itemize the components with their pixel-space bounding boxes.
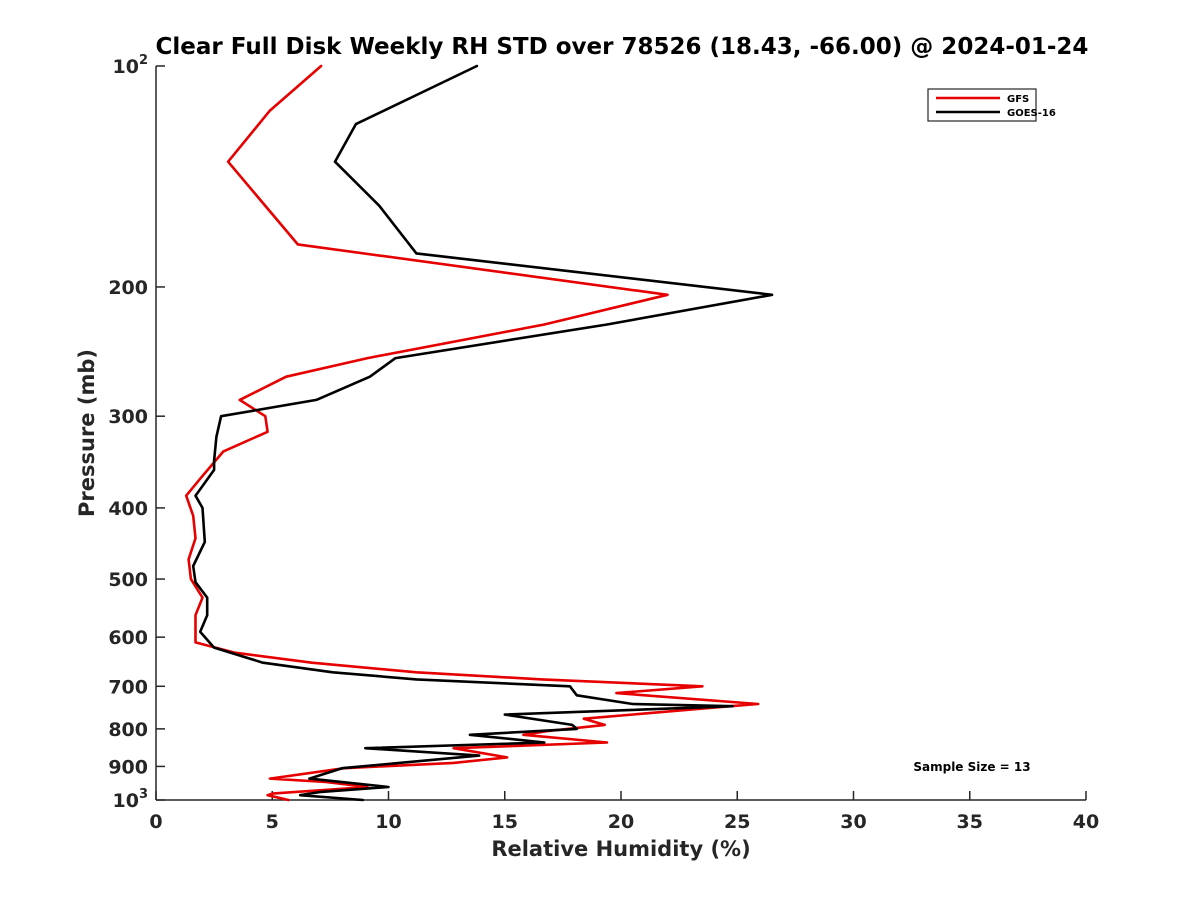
legend-label: GFS xyxy=(1007,94,1029,105)
x-tick-label: 0 xyxy=(149,811,162,833)
y-tick-label: 300 xyxy=(108,406,148,428)
x-axis-label: Relative Humidity (%) xyxy=(491,837,750,861)
x-tick-label: 15 xyxy=(492,811,518,833)
y-tick-label: 900 xyxy=(108,756,148,778)
y-tick-label: 102 xyxy=(113,53,149,78)
x-tick-label: 25 xyxy=(724,811,750,833)
series-lines xyxy=(184,64,774,802)
y-tick-label: 700 xyxy=(108,676,148,698)
y-axis-label: Pressure (mb) xyxy=(75,349,99,517)
chart-title: Clear Full Disk Weekly RH STD over 78526… xyxy=(156,34,1089,60)
y-tick-label: 500 xyxy=(108,569,148,591)
x-tick-label: 40 xyxy=(1073,811,1099,833)
y-tick-label: 103 xyxy=(113,787,149,812)
x-tick-label: 10 xyxy=(375,811,401,833)
y-tick-label: 200 xyxy=(108,277,148,299)
legend-label: GOES-16 xyxy=(1007,108,1056,119)
legend-box xyxy=(927,88,1037,122)
y-tick-label: 800 xyxy=(108,719,148,741)
y-tick-label: 400 xyxy=(108,498,148,520)
x-tick-label: 35 xyxy=(957,811,983,833)
sample-size-annotation: Sample Size = 13 xyxy=(913,760,1030,774)
series-line-goes-16 xyxy=(191,64,774,802)
y-tick-label: 600 xyxy=(108,627,148,649)
series-line-gfs xyxy=(184,64,760,802)
x-tick-label: 30 xyxy=(840,811,866,833)
x-tick-label: 5 xyxy=(266,811,279,833)
axes: 0 5 10 15 20 25 30 35 40 102 200 300 400 500 600 700 800… xyxy=(108,53,1099,833)
legend: GFS GOES-16 xyxy=(927,88,1056,122)
x-tick-label: 20 xyxy=(608,811,634,833)
